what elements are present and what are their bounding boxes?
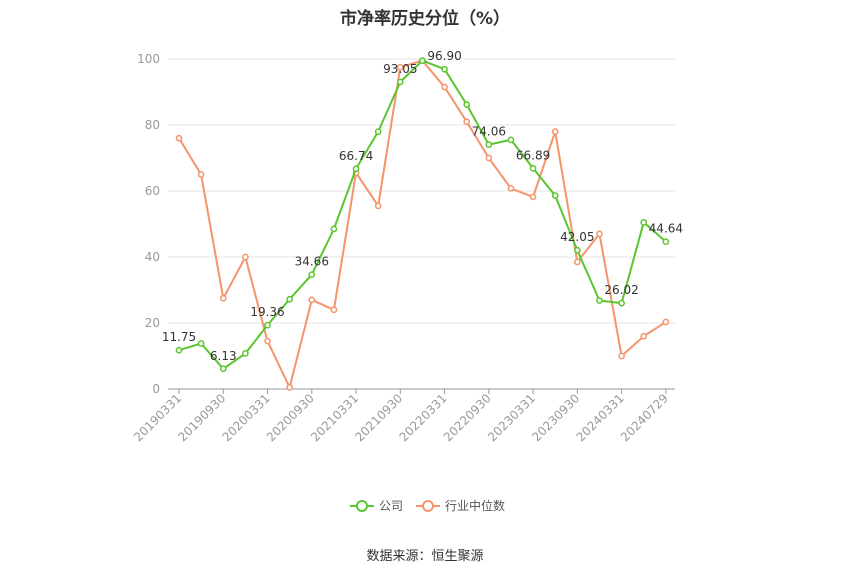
legend-item-company[interactable]: 公司	[350, 499, 403, 513]
data-point	[308, 271, 316, 278]
data-label-layer: 11.75 6.13 19.36 34.66 66.74 93.05 96.90 74.06 6…	[162, 49, 683, 363]
data-point	[551, 192, 559, 199]
data-point	[463, 101, 471, 108]
grid-layer	[168, 58, 675, 324]
legend-marker-icon	[422, 500, 434, 512]
legend-label: 行业中位数	[445, 498, 505, 513]
y-tick-label: 40	[145, 250, 160, 264]
data-point	[330, 306, 338, 314]
data-point	[551, 128, 559, 135]
data-point	[374, 128, 382, 135]
data-label: 44.64	[649, 222, 683, 236]
data-point	[175, 346, 183, 354]
legend-item-industry-median[interactable]: 行业中位数	[416, 498, 505, 513]
data-point	[485, 154, 493, 162]
series-layer	[175, 57, 670, 391]
data-label: 66.74	[339, 149, 373, 163]
data-label: 6.13	[210, 349, 237, 363]
data-label: 34.66	[295, 255, 329, 269]
data-point	[396, 63, 404, 71]
data-point	[618, 352, 625, 360]
data-label: 11.75	[162, 330, 196, 344]
data-point	[640, 219, 648, 226]
data-label: 93.05	[383, 62, 417, 76]
data-label: 66.89	[516, 148, 550, 162]
data-point	[219, 365, 227, 373]
legend[interactable]: 公司 行业中位数	[350, 498, 505, 513]
data-point	[264, 321, 271, 329]
data-point	[441, 83, 448, 91]
data-point	[419, 57, 426, 65]
data-point	[175, 134, 183, 142]
data-point	[596, 297, 603, 304]
series-line-industry-median	[178, 59, 667, 389]
data-point	[573, 246, 581, 254]
data-point	[374, 202, 382, 210]
data-label: 42.05	[560, 230, 594, 244]
data-point	[197, 340, 205, 347]
data-point	[507, 136, 515, 144]
data-label: 26.02	[604, 283, 638, 297]
axis-layer: 0204060801002019033120190930202003312020…	[131, 52, 675, 444]
data-point	[264, 337, 271, 345]
data-label: 19.36	[250, 305, 284, 319]
data-label: 74.06	[472, 125, 506, 139]
y-tick-label: 100	[137, 52, 160, 66]
data-point	[330, 225, 338, 233]
data-point	[463, 118, 471, 126]
data-point	[662, 238, 670, 246]
y-tick-label: 0	[152, 382, 160, 396]
y-tick-label: 20	[145, 316, 160, 330]
data-label: 96.90	[427, 49, 461, 63]
data-point	[573, 258, 581, 266]
data-point	[308, 296, 316, 304]
data-point	[286, 295, 293, 303]
x-tick-label: 20240729	[618, 391, 671, 444]
legend-label: 公司	[379, 499, 403, 513]
source-note: 数据来源：恒生聚源	[366, 549, 484, 564]
legend-marker-icon	[356, 500, 368, 512]
data-point	[485, 141, 493, 148]
data-point	[529, 193, 537, 201]
data-point	[529, 164, 537, 172]
data-point	[352, 165, 360, 173]
data-point	[242, 350, 249, 357]
data-point	[596, 230, 603, 238]
chart-title: 市净率历史分位（%）	[339, 9, 511, 29]
data-point	[242, 253, 249, 261]
data-point	[640, 332, 648, 340]
data-point	[219, 294, 227, 302]
data-point	[197, 171, 205, 178]
data-point	[618, 299, 625, 307]
data-point	[507, 185, 515, 192]
y-tick-label: 80	[145, 118, 160, 132]
data-point	[286, 384, 293, 391]
data-point	[662, 318, 670, 326]
y-tick-label: 60	[145, 184, 160, 198]
data-point	[441, 65, 448, 73]
data-point	[396, 78, 404, 86]
